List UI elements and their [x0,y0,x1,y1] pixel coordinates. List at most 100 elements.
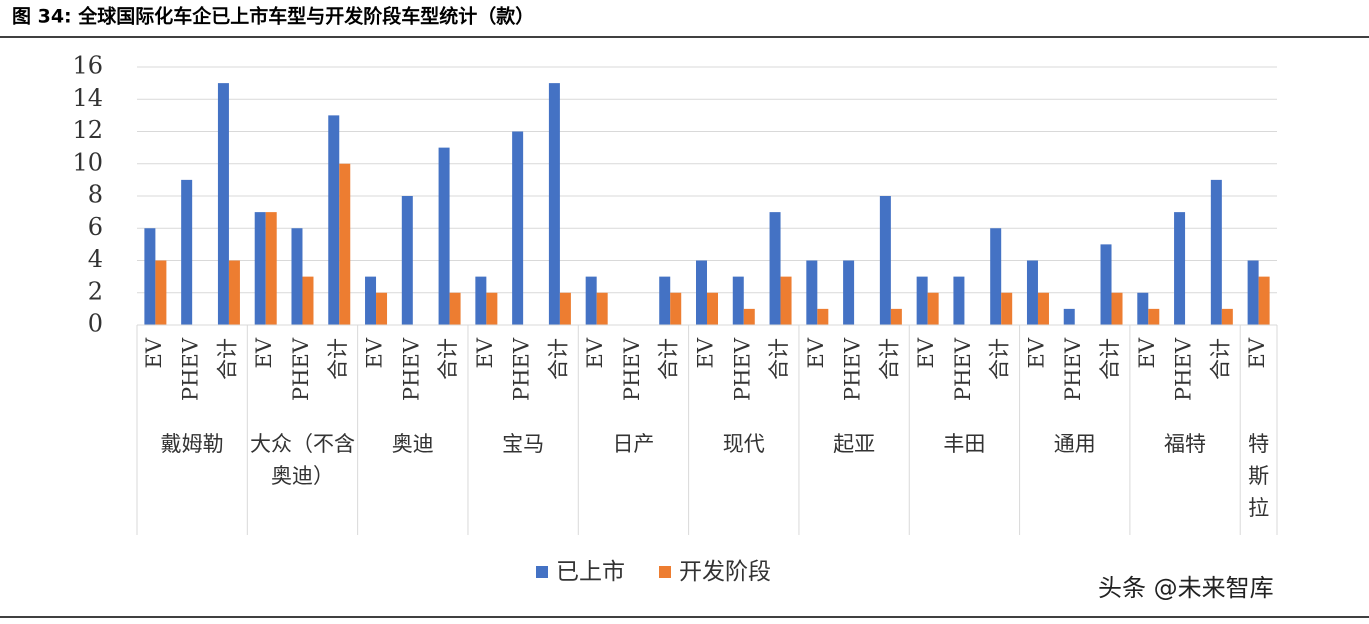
bar [927,292,939,325]
bar [1111,292,1123,325]
bar [548,83,560,325]
x-tick-label: 合计 [1208,338,1232,380]
group-label: 丰田 [943,432,986,456]
x-tick-label: PHEV [1061,337,1085,401]
group-label: 大众（不含奥迪） [249,432,355,488]
bar [265,212,277,325]
x-tick-label: 合计 [436,338,460,380]
bar [1221,308,1233,325]
y-tick-label: 16 [72,52,103,80]
bar [659,276,671,325]
bar [181,179,193,325]
bar [254,212,266,325]
x-tick-label: PHEV [179,337,203,401]
bar [890,308,902,325]
bar [696,260,707,325]
y-tick-label: 6 [88,213,103,241]
x-tick-label: PHEV [730,337,754,401]
group-label: 起亚 [833,432,876,456]
bar [291,228,303,325]
bar [475,276,487,325]
bar [365,276,377,325]
bar [953,276,965,325]
bar [916,276,928,325]
x-tick-label: EV [473,337,497,368]
bar [1137,292,1149,325]
x-tick-label: EV [363,337,387,368]
bar [1001,292,1013,325]
bar [559,292,571,325]
bar [302,276,314,325]
x-tick-label: EV [583,337,607,368]
x-tick-label: 合计 [988,338,1012,380]
x-tick-label: 合计 [1098,338,1122,380]
bar [217,83,229,325]
bar [486,292,498,325]
chart-title: 图 34: 全球国际化车企已上市车型与开发阶段车型统计（款） [12,5,534,28]
watermark: 头条 @未来智库 [1098,574,1274,602]
x-tick-label: EV [252,337,276,368]
bar [228,260,240,325]
y-tick-label: 0 [88,310,103,338]
bar [1258,276,1270,325]
bar [1247,260,1259,325]
bar [144,228,156,325]
y-tick-label: 10 [72,148,103,176]
bar [670,292,682,325]
x-tick-label: 合计 [215,338,239,380]
x-tick-label: EV [914,337,938,368]
bar [1210,179,1222,325]
bar [806,260,818,325]
bar [1174,212,1186,325]
group-label: 特斯拉 [1248,432,1270,520]
x-tick-label: PHEV [620,337,644,401]
x-tick-label: PHEV [289,337,313,401]
group-label: 日产 [612,432,655,456]
bar [449,292,461,325]
bar [438,147,450,325]
legend-swatch [536,566,548,578]
x-tick-label: EV [694,337,718,368]
y-tick-label: 14 [72,84,103,112]
group-label: 宝马 [502,432,545,456]
bar [780,276,792,325]
x-tick-label: EV [1024,337,1048,368]
legend-label: 开发阶段 [679,559,771,585]
bar [596,292,608,325]
x-tick-label: EV [1135,337,1159,368]
group-label: 现代 [722,432,765,456]
bar [339,163,351,325]
bar [707,292,718,325]
legend-label: 已上市 [556,559,625,585]
x-tick-label: 合计 [767,338,791,380]
legend-swatch [659,566,671,578]
x-tick-label: 合计 [546,338,570,380]
bar [1100,244,1112,325]
x-tick-label: 合计 [877,338,901,380]
bar [585,276,597,325]
bar [328,115,340,325]
x-tick-label: PHEV [1172,337,1196,401]
x-tick-label: 合计 [326,338,350,380]
bar [769,212,781,325]
x-tick-label: PHEV [510,337,534,401]
group-label: 戴姆勒 [160,432,224,456]
x-tick-label: EV [142,337,166,368]
bar [1063,308,1075,325]
group-label: 福特 [1164,432,1207,456]
bar [512,131,524,325]
bar [1037,292,1049,325]
bar [1148,308,1160,325]
y-tick-label: 8 [88,181,103,209]
x-tick-label: EV [1245,337,1269,368]
x-tick-label: EV [804,337,828,368]
group-label: 奥迪 [391,432,434,456]
bar [990,228,1002,325]
y-tick-label: 2 [88,277,103,305]
bar [879,196,891,325]
x-tick-label: PHEV [399,337,423,401]
y-tick-label: 12 [72,116,103,144]
x-tick-label: PHEV [841,337,865,401]
